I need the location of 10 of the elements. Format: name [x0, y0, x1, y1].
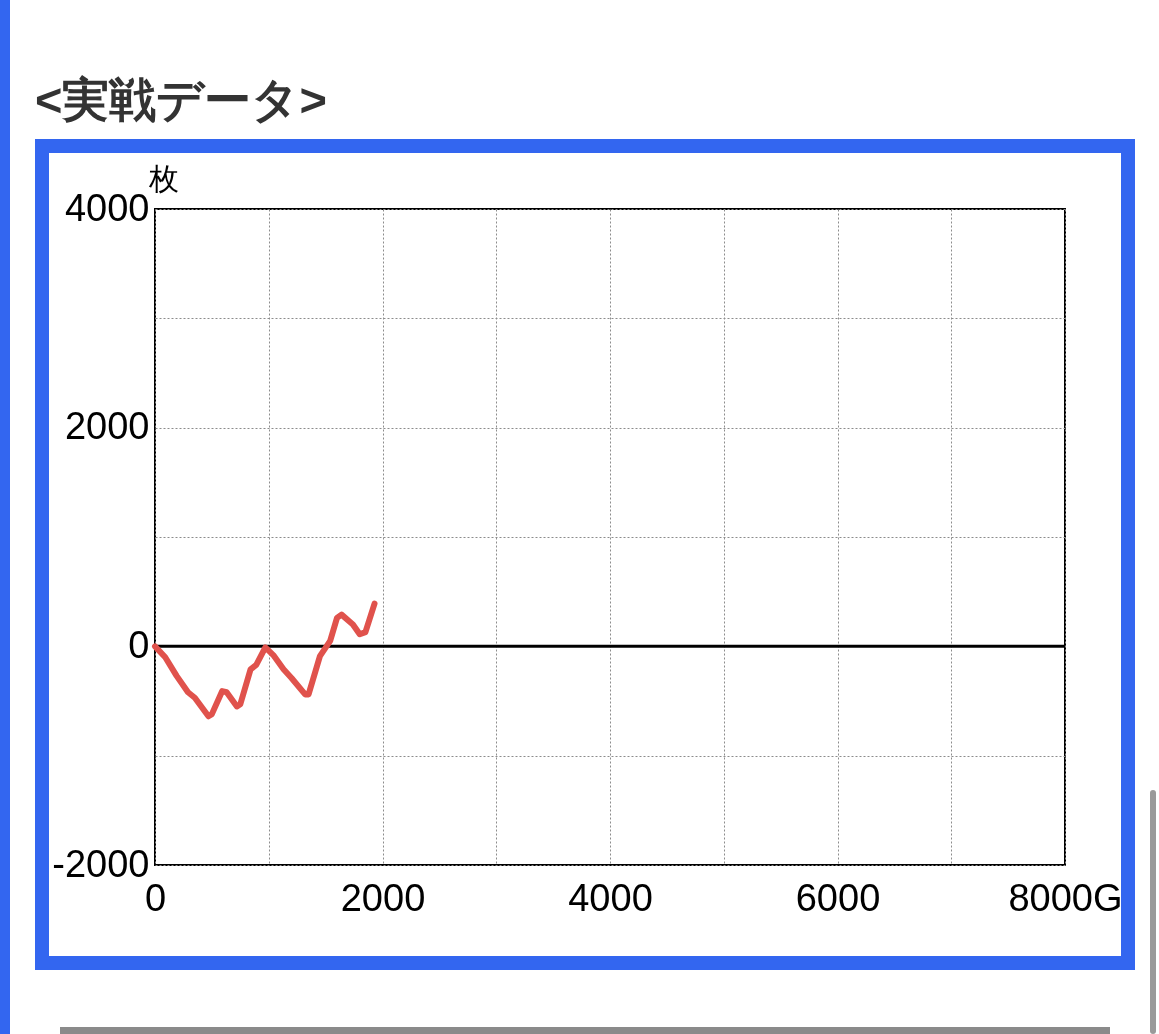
- x-tick-label: 4000: [568, 876, 653, 919]
- chart-title: <実戦データ>: [35, 73, 327, 126]
- y-tick-label: 0: [128, 623, 150, 666]
- x-tick-label: 2000: [340, 876, 426, 919]
- y-tick-label: -2000: [52, 842, 150, 885]
- x-tick-label: 8000G: [1008, 876, 1123, 919]
- y-axis-title: 枚: [147, 161, 179, 195]
- y-tick-label: 2000: [64, 405, 150, 448]
- x-tick-label: 6000: [795, 876, 881, 919]
- y-tick-label: 4000: [64, 186, 150, 229]
